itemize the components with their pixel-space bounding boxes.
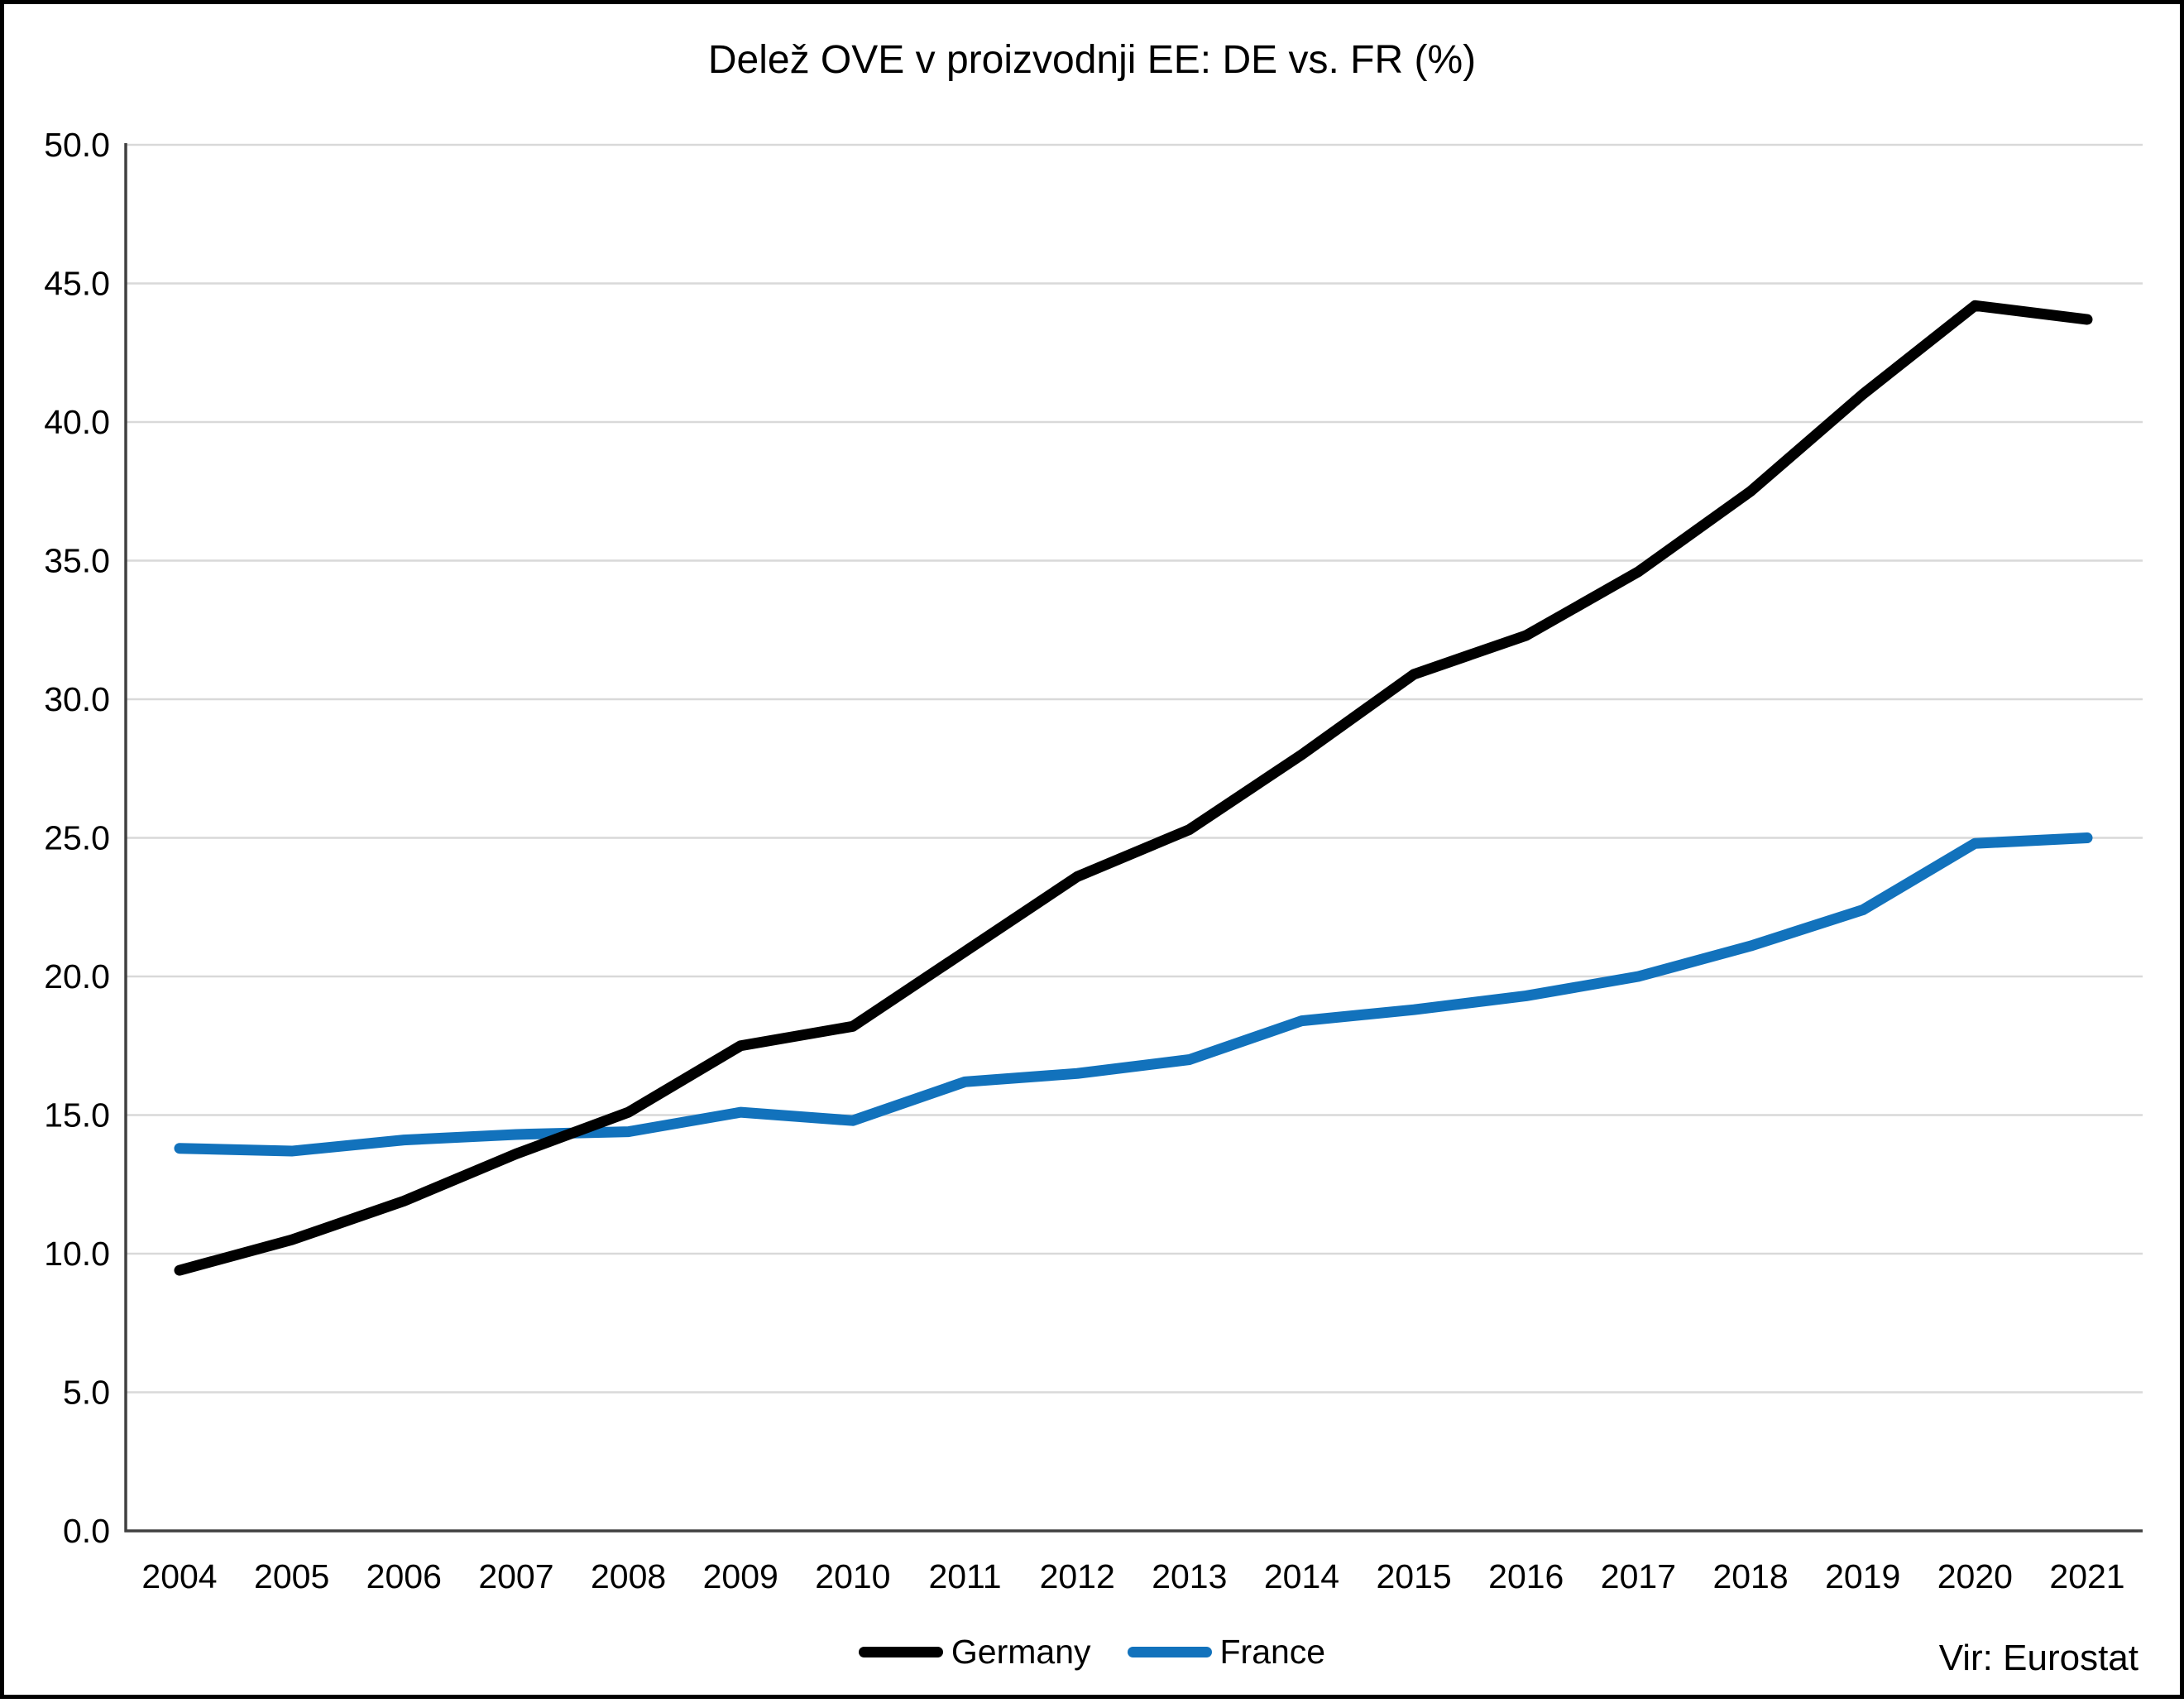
x-tick-label: 2018 [1712, 1557, 1788, 1595]
x-tick-label: 2014 [1264, 1557, 1339, 1595]
france-line-swatch-icon [1127, 1647, 1212, 1657]
x-tick-label: 2016 [1488, 1557, 1564, 1595]
x-tick-label: 2010 [815, 1557, 890, 1595]
x-tick-label: 2006 [366, 1557, 442, 1595]
y-tick-label: 40.0 [44, 403, 110, 441]
x-tick-label: 2004 [141, 1557, 217, 1595]
source-note: Vir: Eurostat [1938, 1638, 2138, 1678]
x-tick-label: 2007 [478, 1557, 553, 1595]
y-tick-label: 20.0 [44, 957, 110, 995]
france-line [174, 832, 2093, 1157]
legend-item-germany: Germany [858, 1633, 1091, 1672]
y-tick-label: 50.0 [44, 126, 110, 164]
legend-label-france: France [1219, 1633, 1326, 1671]
x-tick-label: 2009 [703, 1557, 778, 1595]
y-tick-label: 10.0 [44, 1235, 110, 1273]
y-tick-label: 30.0 [44, 680, 110, 718]
germany-line [174, 300, 2093, 1276]
legend: Germany France [4, 1633, 2180, 1672]
x-tick-label: 2020 [1937, 1557, 2013, 1595]
y-tick-label: 25.0 [44, 819, 110, 857]
x-tick-label: 2015 [1377, 1557, 1452, 1595]
y-tick-label: 5.0 [63, 1374, 110, 1412]
x-tick-label: 2005 [254, 1557, 329, 1595]
y-tick-label: 45.0 [44, 265, 110, 303]
x-tick-label: 2011 [928, 1557, 1001, 1595]
line-chart: 0.0 5.0 10.0 15.0 20.0 25.0 30.0 35.0 40.0 45.0 50… [44, 126, 2143, 1595]
x-tick-label: 2017 [1601, 1557, 1676, 1595]
x-tick-label: 2021 [2049, 1557, 2124, 1595]
x-tick-label: 2019 [1825, 1557, 1900, 1595]
legend-label-germany: Germany [951, 1633, 1091, 1671]
x-tick-label: 2013 [1152, 1557, 1227, 1595]
x-tick-label: 2012 [1040, 1557, 1115, 1595]
germany-line-swatch-icon [858, 1647, 943, 1657]
chart-title: Delež OVE v proizvodnji EE: DE vs. FR (%… [707, 38, 1477, 82]
y-tick-label: 0.0 [63, 1512, 110, 1550]
y-tick-label: 15.0 [44, 1096, 110, 1135]
x-tick-label: 2008 [591, 1557, 666, 1595]
y-tick-label: 35.0 [44, 542, 110, 580]
legend-item-france: France [1127, 1633, 1326, 1672]
